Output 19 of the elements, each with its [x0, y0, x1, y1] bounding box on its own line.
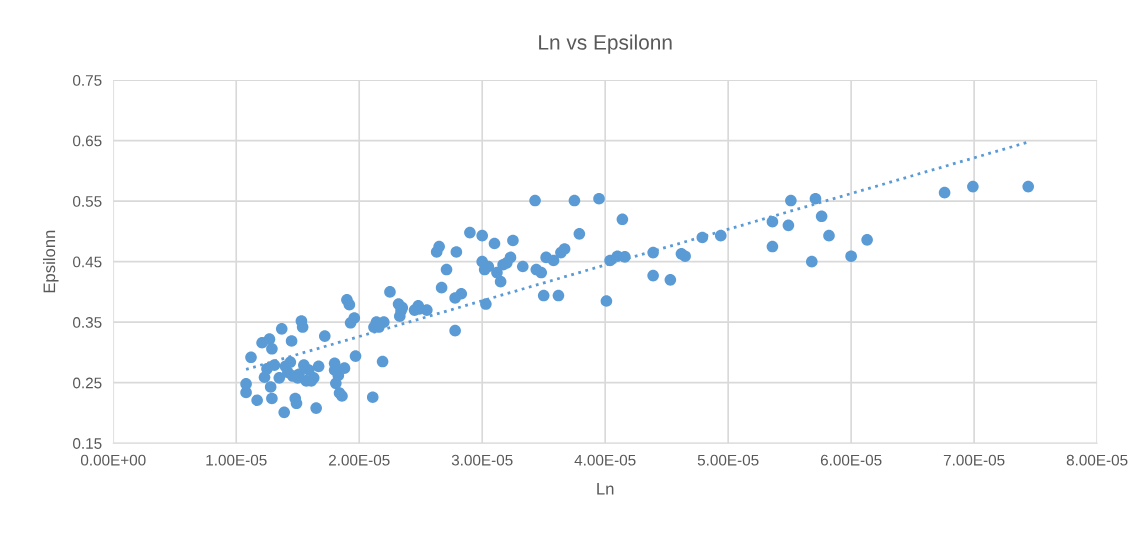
y-tick-label: 0.55 [73, 196, 102, 207]
chart-title: Ln vs Epsilonn [539, 34, 672, 54]
x-axis-title: Ln [597, 483, 614, 495]
y-tick-label: 0.65 [73, 135, 102, 147]
x-tick-label: 5.00E-05 [697, 454, 759, 466]
x-tick-label: 3.00E-05 [451, 454, 513, 466]
x-tick-label: 8.00E-05 [1066, 454, 1128, 466]
y-tick-label: 0.25 [73, 377, 102, 389]
y-tick-label: 0.35 [73, 317, 102, 328]
y-axis-title: Epsilonn [42, 230, 59, 293]
y-tick-label: 0.45 [73, 256, 102, 268]
x-tick-label: 6.00E-05 [820, 454, 882, 466]
x-tick-label: 7.00E-05 [943, 454, 1005, 466]
x-tick-label: 2.00E-05 [328, 454, 390, 466]
y-tick-label: 0.15 [73, 438, 102, 449]
x-tick-label: 0.00E+00 [80, 454, 146, 466]
y-tick-label: 0.75 [73, 74, 102, 86]
x-tick-label: 4.00E-05 [574, 454, 636, 466]
x-tick-label: 1.00E-05 [206, 454, 267, 466]
